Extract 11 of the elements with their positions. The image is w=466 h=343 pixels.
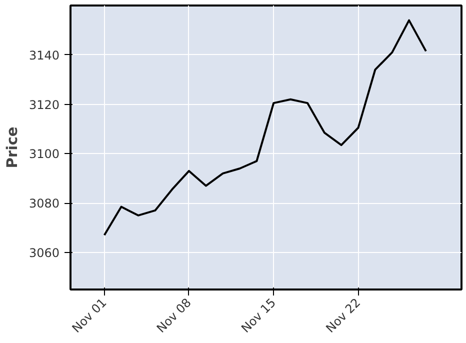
x-tick-label: Nov 15: [238, 296, 279, 336]
x-tick-label: Nov 01: [69, 296, 110, 336]
y-tick-label: 3140: [28, 48, 60, 62]
y-tick-label: 3100: [28, 147, 60, 162]
line-series: [103, 19, 427, 236]
y-tick-label: 3080: [28, 196, 60, 211]
y-axis-title: Price: [4, 126, 21, 168]
y-tick-label: 3120: [28, 98, 60, 112]
x-tick-label: Nov 08: [154, 296, 194, 336]
y-tick-label: 3060: [28, 246, 60, 260]
x-tick-label: Nov 22: [323, 296, 364, 336]
